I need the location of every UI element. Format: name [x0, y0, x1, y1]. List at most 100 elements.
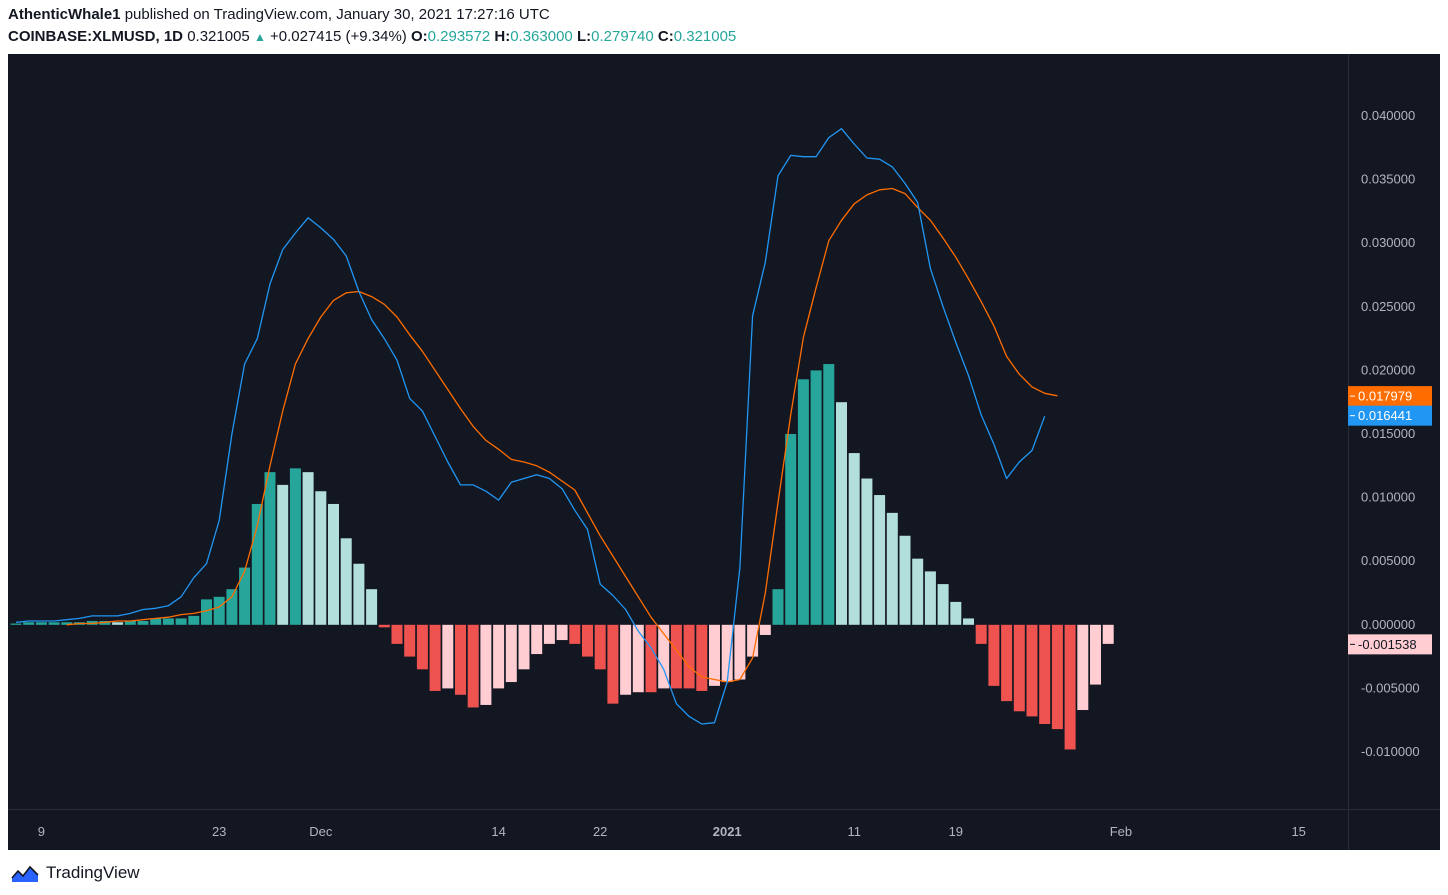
histogram-bar [861, 478, 873, 625]
histogram-bar [899, 535, 911, 625]
y-tick-label: 0.000000 [1361, 617, 1415, 632]
histogram-bar [302, 472, 314, 625]
x-tick-label: Dec [309, 824, 333, 839]
publish-note: published on TradingView.com, January 30… [124, 6, 550, 23]
histogram-bar [467, 624, 479, 708]
tradingview-logo-icon [11, 865, 39, 882]
up-arrow-icon: ▲ [253, 30, 266, 44]
histogram-bar [645, 624, 657, 693]
histogram-bar [391, 624, 403, 644]
histogram-bar [35, 622, 47, 625]
histogram-bar [569, 624, 581, 644]
histogram-bar [696, 624, 708, 691]
high-value: 0.363000 [510, 28, 573, 45]
histogram-bar [1039, 624, 1051, 725]
last-price: 0.321005 [187, 28, 250, 45]
histogram-bar [785, 434, 797, 625]
histogram-bar [950, 601, 962, 625]
histogram-bar [1064, 624, 1076, 750]
y-tick-label: 0.005000 [1361, 553, 1415, 568]
y-tick-label: -0.005000 [1361, 680, 1420, 695]
histogram-bar [315, 491, 327, 625]
histogram-bar [1001, 624, 1013, 702]
histogram-bar [213, 596, 225, 625]
last-signal-badge: 0.017979 [1358, 389, 1412, 404]
histogram-bar [937, 584, 949, 625]
histogram-bar [48, 622, 60, 625]
histogram-bar [416, 624, 428, 670]
histogram-bar [632, 624, 644, 693]
price-change: +0.027415 (+9.34%) [270, 28, 407, 45]
author-name[interactable]: AthenticWhale1 [8, 6, 121, 23]
histogram-bar [150, 618, 162, 625]
histogram-bar [912, 558, 924, 625]
open-value: 0.293572 [427, 28, 491, 45]
high-label: H: [494, 28, 511, 45]
tradingview-brand[interactable]: TradingView [10, 862, 140, 884]
close-label: C: [657, 28, 674, 45]
macd-line [15, 128, 1046, 725]
histogram-bar [201, 599, 212, 625]
histogram-bar [188, 615, 200, 625]
histogram-bar [251, 503, 263, 625]
macd-chart[interactable]: 0.040000 0.035000 0.030000 0.025000 0.020000… [8, 54, 1440, 850]
histogram-bar [670, 624, 682, 689]
x-tick-label: 22 [593, 824, 607, 839]
histogram-bar [924, 571, 936, 625]
chart-area[interactable]: 0.040000 0.035000 0.030000 0.025000 0.020000… [8, 54, 1440, 850]
histogram-bar [797, 379, 809, 625]
y-tick-label: 0.030000 [1361, 235, 1415, 250]
histogram-bar [455, 624, 466, 695]
y-tick-label: 0.015000 [1361, 426, 1415, 441]
x-tick-label: 14 [491, 824, 505, 839]
last-macd-badge: 0.016441 [1358, 408, 1412, 423]
y-tick-label: 0.010000 [1361, 490, 1415, 505]
histogram-bar [366, 589, 378, 625]
histogram-bar [874, 495, 886, 625]
histogram-bar [277, 484, 289, 625]
chart-header: AthenticWhale1 published on TradingView.… [0, 0, 1448, 54]
x-tick-label: 15 [1291, 824, 1305, 839]
histogram-bar [823, 364, 835, 625]
histogram-bar [493, 624, 505, 689]
last-macd-badge-bg [1348, 405, 1432, 426]
y-tick-label: -0.010000 [1361, 744, 1420, 759]
histogram-bar [721, 624, 733, 683]
histogram-bar [340, 538, 352, 625]
histogram-bar [772, 589, 784, 625]
symbol-info: COINBASE:XLMUSD, 1D 0.321005 ▲ +0.027415… [8, 28, 736, 45]
last-histogram-badge: -0.001538 [1358, 637, 1417, 652]
x-tick-label: 9 [38, 824, 45, 839]
y-tick-label: 0.020000 [1361, 362, 1415, 377]
histogram-bar [442, 624, 454, 689]
y-tick-label: 0.035000 [1361, 172, 1415, 187]
histogram-bar [963, 618, 974, 625]
y-tick-label: 0.025000 [1361, 299, 1415, 314]
histogram-bar [61, 622, 73, 625]
x-tick-label: 19 [949, 824, 963, 839]
histogram-bar [429, 624, 441, 691]
histogram-bar [848, 453, 860, 625]
x-tick-label: 11 [847, 824, 861, 839]
histogram-bar [505, 624, 517, 683]
histogram-bar [810, 370, 822, 625]
histogram-bar [1090, 624, 1101, 685]
histogram-bar [1051, 624, 1063, 730]
publish-info: AthenticWhale1 published on TradingView.… [8, 6, 550, 23]
signal-line [66, 187, 1058, 683]
x-tick-label: Feb [1110, 824, 1132, 839]
histogram-bar [607, 624, 619, 704]
histogram-bar [480, 624, 492, 705]
close-value: 0.321005 [673, 28, 737, 45]
low-label: L: [576, 28, 592, 45]
x-tick-label: 23 [212, 824, 226, 839]
histogram-bar [289, 468, 301, 625]
histogram-bar [264, 472, 276, 625]
histogram-bar [988, 624, 1000, 686]
histogram-bar [734, 624, 746, 680]
histogram-bar [23, 622, 35, 625]
histogram-bar [1013, 624, 1025, 712]
histogram-bar [582, 624, 593, 657]
histogram-bar [543, 624, 555, 644]
histogram-bar [378, 624, 390, 628]
